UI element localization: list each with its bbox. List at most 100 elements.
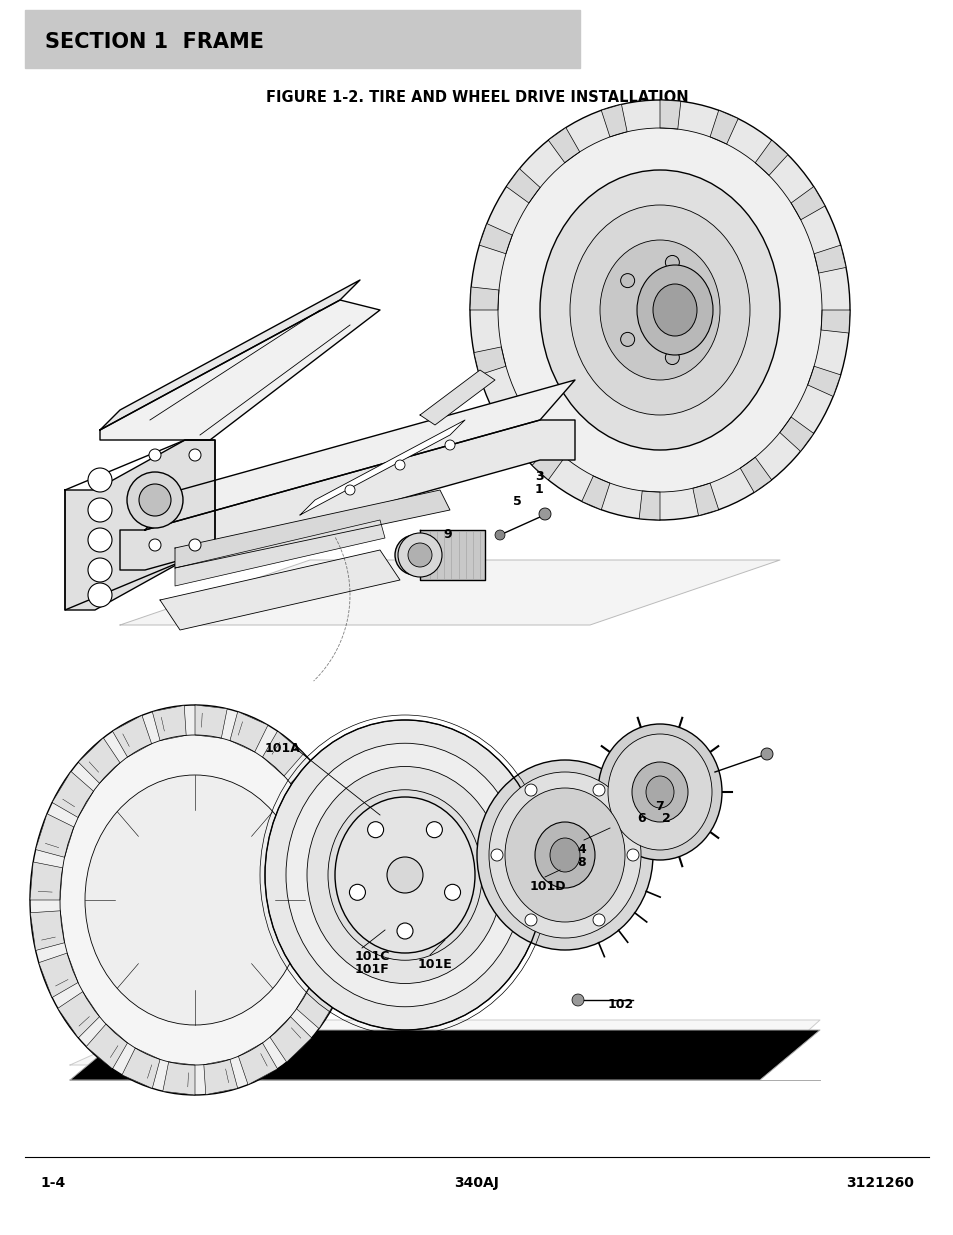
Polygon shape bbox=[204, 1060, 237, 1094]
Polygon shape bbox=[315, 942, 354, 987]
Polygon shape bbox=[112, 715, 152, 757]
Ellipse shape bbox=[538, 508, 551, 520]
Ellipse shape bbox=[88, 558, 112, 582]
Polygon shape bbox=[548, 127, 579, 163]
Ellipse shape bbox=[569, 205, 749, 415]
Polygon shape bbox=[30, 910, 65, 951]
Ellipse shape bbox=[426, 821, 442, 837]
Bar bbox=[25, 10, 579, 68]
Ellipse shape bbox=[88, 583, 112, 606]
Ellipse shape bbox=[30, 705, 359, 1095]
Ellipse shape bbox=[476, 760, 652, 950]
Polygon shape bbox=[174, 520, 385, 585]
Polygon shape bbox=[230, 711, 268, 752]
Polygon shape bbox=[163, 1062, 194, 1095]
Ellipse shape bbox=[524, 914, 537, 926]
Text: 1: 1 bbox=[535, 483, 543, 496]
Ellipse shape bbox=[349, 884, 365, 900]
Text: 101B: 101B bbox=[319, 1055, 355, 1068]
Polygon shape bbox=[174, 490, 450, 568]
Polygon shape bbox=[194, 705, 227, 739]
Ellipse shape bbox=[620, 332, 634, 346]
Ellipse shape bbox=[692, 303, 706, 317]
Ellipse shape bbox=[497, 128, 821, 492]
Polygon shape bbox=[327, 900, 359, 939]
Polygon shape bbox=[470, 287, 498, 310]
Text: 101E: 101E bbox=[417, 958, 453, 971]
Ellipse shape bbox=[444, 440, 455, 450]
Ellipse shape bbox=[387, 857, 422, 893]
Text: 6: 6 bbox=[637, 811, 645, 825]
Ellipse shape bbox=[286, 743, 523, 1007]
Polygon shape bbox=[100, 300, 379, 440]
Ellipse shape bbox=[60, 735, 330, 1065]
Polygon shape bbox=[238, 1042, 277, 1084]
Polygon shape bbox=[122, 1049, 160, 1088]
Ellipse shape bbox=[664, 351, 679, 364]
Polygon shape bbox=[78, 737, 120, 783]
Ellipse shape bbox=[395, 535, 435, 576]
Text: 3121260: 3121260 bbox=[845, 1176, 913, 1191]
Ellipse shape bbox=[367, 821, 383, 837]
Ellipse shape bbox=[397, 534, 441, 577]
Ellipse shape bbox=[127, 472, 183, 529]
Polygon shape bbox=[35, 814, 73, 857]
Text: 102: 102 bbox=[607, 998, 634, 1011]
Ellipse shape bbox=[645, 776, 673, 808]
Polygon shape bbox=[58, 992, 99, 1037]
Ellipse shape bbox=[598, 724, 721, 860]
Ellipse shape bbox=[408, 543, 432, 567]
Ellipse shape bbox=[470, 100, 849, 520]
Polygon shape bbox=[779, 417, 813, 451]
Ellipse shape bbox=[637, 266, 712, 354]
Polygon shape bbox=[790, 186, 824, 220]
Ellipse shape bbox=[307, 767, 502, 983]
Ellipse shape bbox=[607, 734, 711, 850]
Polygon shape bbox=[807, 367, 840, 396]
Ellipse shape bbox=[189, 450, 201, 461]
Text: 9: 9 bbox=[442, 529, 451, 541]
Polygon shape bbox=[270, 1016, 312, 1062]
Polygon shape bbox=[659, 100, 680, 130]
Ellipse shape bbox=[539, 170, 780, 450]
Ellipse shape bbox=[88, 529, 112, 552]
Text: 8: 8 bbox=[577, 856, 585, 869]
Ellipse shape bbox=[139, 484, 171, 516]
Ellipse shape bbox=[535, 823, 595, 888]
Ellipse shape bbox=[504, 788, 624, 923]
Polygon shape bbox=[495, 400, 528, 433]
Polygon shape bbox=[312, 803, 351, 847]
Ellipse shape bbox=[489, 772, 640, 939]
Polygon shape bbox=[740, 457, 771, 493]
Text: 101A: 101A bbox=[265, 742, 300, 755]
Polygon shape bbox=[39, 953, 78, 998]
Polygon shape bbox=[692, 483, 718, 516]
Text: 101D: 101D bbox=[530, 881, 566, 893]
Polygon shape bbox=[600, 105, 626, 137]
Polygon shape bbox=[120, 420, 575, 571]
Polygon shape bbox=[296, 983, 337, 1029]
Ellipse shape bbox=[85, 776, 305, 1025]
Polygon shape bbox=[532, 445, 564, 480]
Text: 101: 101 bbox=[495, 1055, 520, 1068]
Polygon shape bbox=[52, 772, 93, 818]
Polygon shape bbox=[419, 530, 484, 580]
Ellipse shape bbox=[345, 485, 355, 495]
Ellipse shape bbox=[524, 784, 537, 797]
Text: 7: 7 bbox=[655, 800, 663, 813]
Polygon shape bbox=[419, 370, 495, 425]
Polygon shape bbox=[145, 380, 575, 530]
Polygon shape bbox=[755, 140, 787, 175]
Ellipse shape bbox=[444, 884, 460, 900]
Ellipse shape bbox=[664, 256, 679, 269]
Polygon shape bbox=[120, 559, 780, 625]
Polygon shape bbox=[262, 731, 303, 776]
Ellipse shape bbox=[550, 839, 579, 872]
Ellipse shape bbox=[328, 789, 481, 961]
Polygon shape bbox=[86, 1024, 128, 1068]
Polygon shape bbox=[299, 420, 464, 515]
Polygon shape bbox=[813, 245, 845, 273]
Ellipse shape bbox=[335, 797, 475, 953]
Polygon shape bbox=[474, 347, 505, 375]
Ellipse shape bbox=[626, 848, 639, 861]
